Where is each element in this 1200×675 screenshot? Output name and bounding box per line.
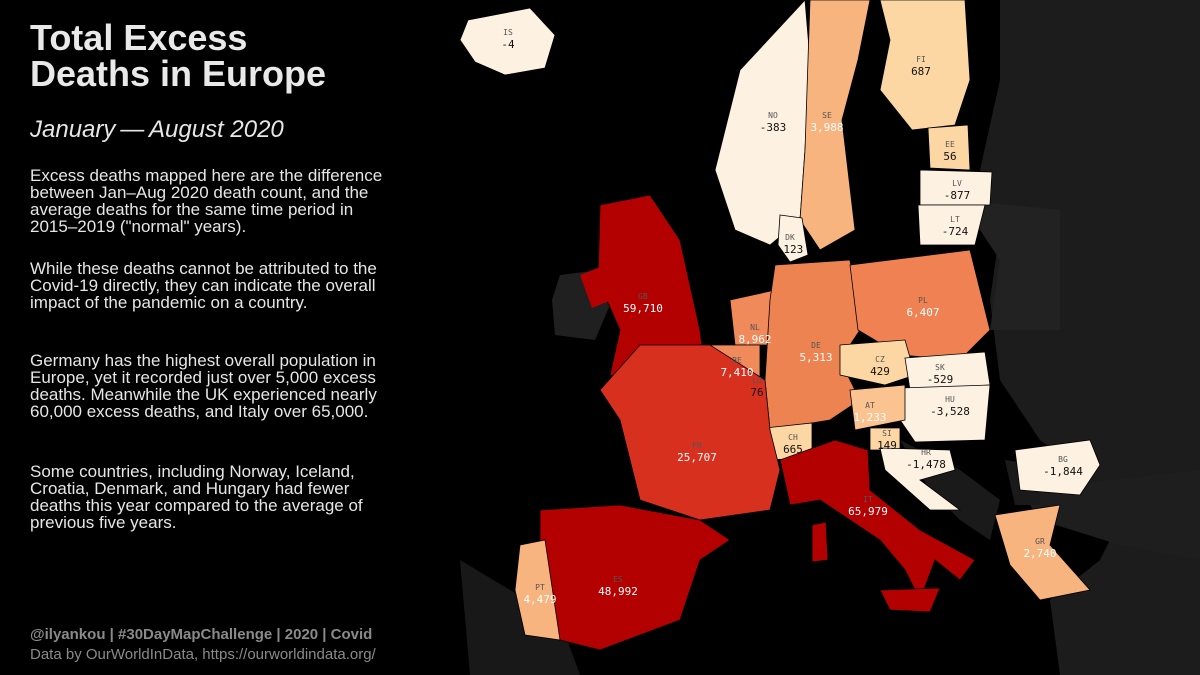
excess-deaths-it: 65,979 bbox=[848, 505, 888, 518]
country-code-hu: HU bbox=[945, 395, 955, 404]
country-region-is bbox=[459, 7, 556, 76]
excess-deaths-dk: -123 bbox=[777, 243, 804, 256]
excess-deaths-hr: -1,478 bbox=[906, 458, 946, 471]
paragraph-attribution: While these deaths cannot be attributed … bbox=[30, 259, 377, 312]
country-code-ch: CH bbox=[788, 433, 798, 442]
country-code-fi: FI bbox=[916, 55, 926, 64]
country-code-fr: FR bbox=[692, 441, 702, 450]
title-line-1: Total Excess bbox=[30, 17, 248, 58]
page-subtitle: January — August 2020 bbox=[30, 116, 284, 143]
country-code-ee: EE bbox=[945, 140, 955, 149]
country-region-hr bbox=[879, 447, 962, 511]
country-code-lt: LT bbox=[950, 215, 960, 224]
country-code-dk: DK bbox=[785, 233, 795, 242]
excess-deaths-gb: 59,710 bbox=[623, 302, 663, 315]
excess-deaths-si: 149 bbox=[877, 439, 897, 452]
country-region-pt bbox=[514, 539, 561, 641]
country-code-no: NO bbox=[768, 111, 778, 120]
excess-deaths-gr: 2,740 bbox=[1023, 547, 1056, 560]
excess-deaths-fr: 25,707 bbox=[677, 451, 717, 464]
excess-deaths-de: 5,313 bbox=[799, 351, 832, 364]
excess-deaths-bg: -1,844 bbox=[1043, 465, 1083, 478]
excess-deaths-pt: 4,479 bbox=[523, 593, 556, 606]
page-title: Total Excess Deaths in Europe bbox=[30, 20, 326, 92]
paragraph-fewer-deaths: Some countries, including Norway, Icelan… bbox=[30, 462, 363, 532]
country-code-pl: PL bbox=[918, 296, 928, 305]
country-code-si: SI bbox=[882, 429, 892, 438]
excess-deaths-se: 3,988 bbox=[810, 121, 843, 134]
country-region-it bbox=[811, 521, 829, 563]
excess-deaths-lv: -877 bbox=[944, 189, 971, 202]
paragraph-germany-uk: Germany has the highest overall populati… bbox=[30, 351, 377, 421]
country-region-bg bbox=[1014, 439, 1101, 496]
author-credit: @ilyankou | #30DayMapChallenge | 2020 | … bbox=[30, 626, 373, 643]
excess-deaths-ch: 665 bbox=[783, 443, 803, 456]
excess-deaths-lt: -724 bbox=[942, 225, 969, 238]
excess-deaths-ee: 56 bbox=[943, 150, 956, 163]
country-region-fr bbox=[599, 344, 781, 521]
country-code-gb: GB bbox=[638, 292, 648, 301]
country-code-de: DE bbox=[811, 341, 821, 350]
country-region-lt bbox=[917, 204, 986, 246]
country-code-bg: BG bbox=[1058, 455, 1068, 464]
country-code-gr: GR bbox=[1035, 537, 1045, 546]
country-code-hr: HR bbox=[921, 448, 931, 457]
excess-deaths-nl: 8,962 bbox=[738, 333, 771, 346]
country-code-sk: SK bbox=[935, 363, 945, 372]
country-code-it: IT bbox=[863, 495, 873, 504]
country-region-ee bbox=[927, 124, 971, 171]
country-region-dk bbox=[777, 214, 809, 263]
excess-deaths-is: -4 bbox=[501, 38, 515, 51]
country-region-it bbox=[779, 439, 976, 601]
country-region-it bbox=[879, 587, 941, 613]
country-code-cz: CZ bbox=[875, 355, 885, 364]
excess-deaths-pl: 6,407 bbox=[906, 306, 939, 319]
excess-deaths-es: 48,992 bbox=[598, 585, 638, 598]
country-code-nl: NL bbox=[750, 323, 760, 332]
excess-deaths-at: 1,233 bbox=[853, 411, 886, 424]
excess-deaths-lu: 76 bbox=[750, 386, 763, 399]
country-code-at: AT bbox=[865, 401, 875, 410]
title-line-2: Deaths in Europe bbox=[30, 53, 327, 94]
country-region-lv bbox=[919, 169, 993, 206]
country-region-cz bbox=[839, 339, 916, 386]
country-region-es bbox=[539, 504, 731, 651]
country-region-gr bbox=[994, 504, 1091, 601]
text-panel: Total Excess Deaths in Europe January — … bbox=[0, 0, 440, 675]
excess-deaths-no: -383 bbox=[760, 121, 787, 134]
data-source: Data by OurWorldInData, https://ourworld… bbox=[30, 646, 376, 663]
country-region-at bbox=[849, 384, 906, 431]
paragraph-definition: Excess deaths mapped here are the differ… bbox=[30, 166, 383, 236]
country-code-lv: LV bbox=[952, 179, 962, 188]
country-code-es: ES bbox=[613, 575, 623, 584]
country-regions bbox=[459, 0, 1101, 651]
country-region-se bbox=[799, 0, 871, 251]
excess-deaths-fi: 687 bbox=[911, 65, 931, 78]
excess-deaths-hu: -3,528 bbox=[930, 405, 970, 418]
excess-deaths-sk: -529 bbox=[927, 373, 954, 386]
country-code-lu: LU bbox=[752, 376, 762, 385]
country-code-is: IS bbox=[503, 28, 513, 37]
country-code-be: BE bbox=[732, 356, 742, 365]
excess-deaths-be: 7,410 bbox=[720, 366, 753, 379]
excess-deaths-cz: 429 bbox=[870, 365, 890, 378]
country-code-pt: PT bbox=[535, 583, 545, 592]
country-code-se: SE bbox=[822, 111, 832, 120]
